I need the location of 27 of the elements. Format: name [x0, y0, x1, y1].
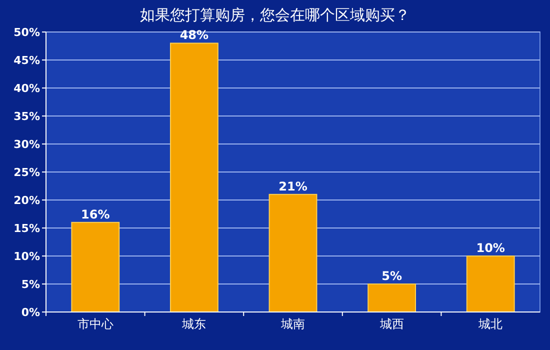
- data-label: 10%: [476, 241, 505, 255]
- x-tick-label: 城西: [378, 317, 404, 331]
- bar: [170, 42, 218, 312]
- y-tick-label: 5%: [21, 278, 40, 291]
- y-tick-label: 35%: [14, 110, 40, 123]
- bar: [71, 222, 120, 312]
- y-tick-label: 25%: [14, 166, 40, 179]
- data-label: 21%: [278, 179, 308, 194]
- x-tick-label: 城南: [280, 317, 305, 331]
- bar: [268, 194, 318, 312]
- data-label: 5%: [382, 269, 402, 283]
- bar: [368, 284, 416, 312]
- y-tick-label: 0%: [21, 306, 40, 319]
- y-tick-label: 50%: [14, 26, 40, 39]
- x-tick-label: 城东: [181, 317, 206, 331]
- y-tick-label: 45%: [14, 54, 40, 67]
- data-label: 16%: [81, 207, 110, 222]
- x-tick-label: 城北: [478, 317, 503, 331]
- y-tick-label: 15%: [14, 222, 40, 235]
- y-tick-label: 30%: [14, 138, 40, 151]
- chart-title: 如果您打算购房，您会在哪个区域购买？: [140, 6, 410, 24]
- x-tick-label: 市中心: [77, 317, 114, 331]
- y-tick-label: 10%: [14, 250, 40, 263]
- y-tick-label: 20%: [14, 194, 40, 207]
- data-label: 48%: [180, 28, 209, 42]
- bar: [466, 256, 515, 312]
- y-tick-label: 40%: [14, 82, 40, 95]
